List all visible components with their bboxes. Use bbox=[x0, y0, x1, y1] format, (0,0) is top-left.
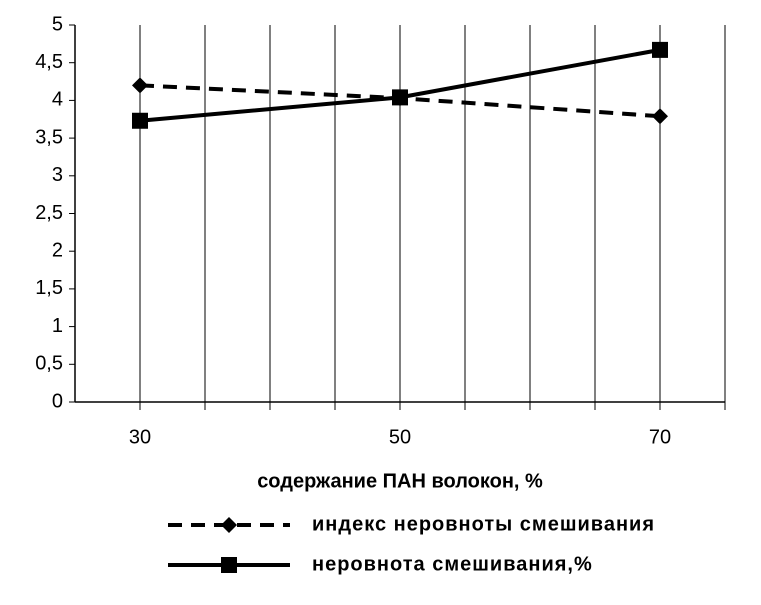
marker bbox=[132, 112, 148, 129]
x-tick-label: 50 bbox=[389, 426, 411, 448]
x-axis-label: содержание ПАН волокон, % bbox=[257, 470, 543, 492]
y-tick-label: 4 bbox=[52, 89, 63, 111]
legend-marker bbox=[221, 557, 237, 573]
y-tick-label: 0,5 bbox=[35, 353, 63, 375]
y-tick-label: 3 bbox=[52, 164, 63, 186]
marker bbox=[652, 108, 668, 125]
y-tick-label: 2 bbox=[52, 239, 63, 261]
x-tick-label: 70 bbox=[649, 426, 671, 448]
legend-item: неровнота смешивания,% bbox=[168, 553, 593, 575]
legend-label: индекс неровноты смешивания bbox=[312, 513, 655, 535]
y-tick-label: 2,5 bbox=[35, 202, 63, 224]
y-tick-label: 3,5 bbox=[35, 126, 63, 148]
marker bbox=[392, 89, 408, 106]
y-tick-label: 5 bbox=[52, 13, 63, 35]
y-tick-label: 0 bbox=[52, 390, 63, 412]
legend-label: неровнота смешивания,% bbox=[312, 553, 593, 575]
marker bbox=[132, 77, 148, 94]
y-tick-label: 1 bbox=[52, 315, 63, 337]
y-tick-label: 4,5 bbox=[35, 51, 63, 73]
x-tick-label: 30 bbox=[129, 426, 151, 448]
legend-marker bbox=[221, 517, 237, 533]
legend-item: индекс неровноты смешивания bbox=[168, 513, 655, 535]
y-tick-label: 1,5 bbox=[35, 277, 63, 299]
marker bbox=[652, 41, 668, 58]
